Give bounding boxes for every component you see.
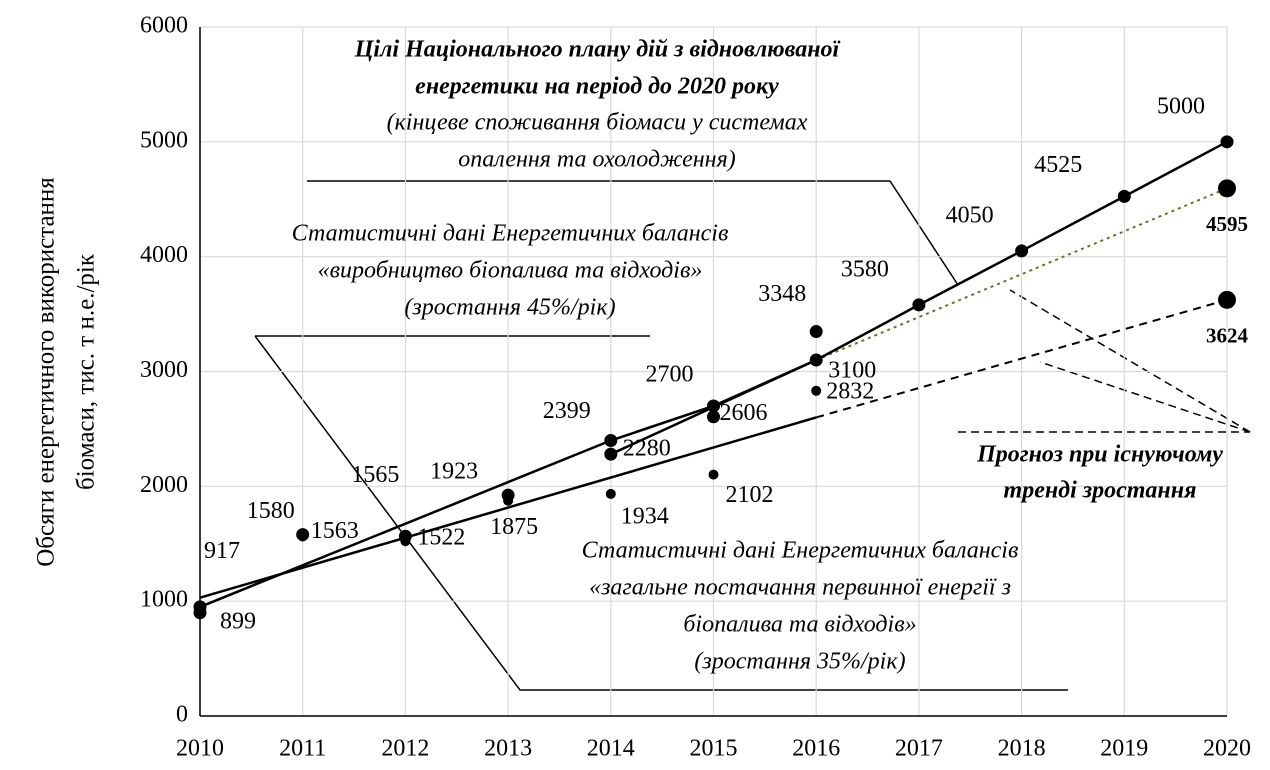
- data-point: [912, 298, 926, 312]
- forecast-label: 3624: [1206, 324, 1249, 348]
- y-axis-label: біомаси, тис. т н.е./рік: [73, 253, 100, 490]
- annotation: Цілі Національного плану дій з відновлюв…: [354, 37, 841, 63]
- data-label: 2700: [646, 361, 694, 387]
- y-tick-label: 2000: [140, 472, 188, 498]
- x-tick-label: 2013: [484, 736, 532, 762]
- x-tick-label: 2019: [1100, 736, 1148, 762]
- data-point: [604, 434, 618, 448]
- data-label: 3580: [841, 256, 889, 282]
- x-tick-label: 2012: [381, 736, 429, 762]
- forecast-point: [1218, 179, 1236, 198]
- data-label: 1522: [417, 525, 465, 551]
- annotation: «виробництво біопалива та відходів»: [318, 258, 703, 284]
- x-tick-label: 2015: [690, 736, 738, 762]
- y-tick-label: 1000: [140, 587, 188, 613]
- annotation: опалення та охолодження): [458, 147, 736, 173]
- data-label: 2832: [826, 378, 874, 404]
- annotation: Статистичні дані Енергетичних балансів: [582, 538, 1019, 564]
- trend-line: [199, 416, 817, 599]
- y-tick-label: 4000: [140, 242, 188, 268]
- data-point: [707, 399, 720, 413]
- data-point: [503, 495, 514, 506]
- leader-line: [307, 180, 959, 286]
- data-label: 2606: [720, 400, 768, 426]
- data-point: [604, 447, 618, 461]
- y-tick-label: 6000: [140, 13, 188, 39]
- x-tick-label: 2018: [998, 736, 1046, 762]
- data-point: [809, 353, 823, 367]
- data-label: 2102: [726, 482, 774, 508]
- data-point: [605, 488, 616, 499]
- data-label: 2280: [623, 436, 671, 462]
- data-label: 1563: [311, 518, 359, 544]
- series-line: [199, 140, 1228, 609]
- data-label: 1875: [490, 514, 538, 540]
- data-point: [1220, 135, 1234, 149]
- data-label: 917: [204, 538, 240, 564]
- annotation: біопалива та відходів»: [683, 612, 916, 638]
- trend-line: [815, 187, 1228, 361]
- x-tick-label: 2017: [895, 736, 943, 762]
- annotation: (кінцеве споживання біомаси у системах: [387, 110, 808, 136]
- data-label: 5000: [1157, 93, 1205, 119]
- data-label: 1923: [430, 459, 478, 485]
- annotation: енергетики на період до 2020 року: [415, 74, 779, 100]
- annotation: Прогноз при існуючому: [976, 442, 1223, 468]
- y-tick-label: 5000: [140, 127, 188, 153]
- y-tick-label: 3000: [140, 357, 188, 383]
- data-point: [400, 536, 411, 547]
- data-label: 899: [220, 608, 256, 634]
- leader-line: [254, 335, 1068, 691]
- data-point: [297, 531, 308, 542]
- annotation: (зростання 45%/рік): [404, 295, 615, 321]
- x-tick-label: 2014: [587, 736, 635, 762]
- x-tick-label: 2016: [792, 736, 840, 762]
- data-label: 4525: [1034, 152, 1082, 178]
- x-tick-label: 2011: [279, 736, 326, 762]
- annotation: (зростання 35%/рік): [694, 649, 905, 675]
- annotation-lines: [254, 180, 1251, 691]
- data-point: [707, 410, 720, 424]
- leader-line: [1039, 361, 1251, 433]
- data-label: 2399: [543, 398, 591, 424]
- data-point: [1015, 244, 1029, 258]
- forecast-point: [1218, 290, 1236, 309]
- annotation: Статистичні дані Енергетичних балансів: [292, 221, 729, 247]
- data-point: [195, 605, 205, 616]
- data-label: 1934: [621, 503, 669, 529]
- annotation: тренді зростання: [1004, 478, 1197, 504]
- x-tick-label: 2020: [1203, 736, 1251, 762]
- y-axis-label: Обсяги енергетичного використання: [33, 177, 60, 567]
- data-point: [708, 469, 719, 480]
- leader-line: [1009, 289, 1251, 433]
- data-point: [811, 385, 822, 396]
- trend-line: [815, 298, 1228, 419]
- forecast-label: 4595: [1206, 212, 1248, 236]
- y-tick-label: 0: [176, 702, 188, 728]
- data-label: 3348: [758, 281, 806, 307]
- data-point: [809, 325, 823, 339]
- data-label: 1565: [351, 462, 399, 488]
- data-point: [1117, 189, 1131, 203]
- annotation: «загальне постачання первинної енергії з: [589, 575, 1011, 601]
- data-label: 1580: [247, 498, 295, 524]
- data-label: 4050: [946, 202, 994, 228]
- x-tick-label: 2010: [176, 736, 224, 762]
- data-label: 3100: [828, 358, 876, 384]
